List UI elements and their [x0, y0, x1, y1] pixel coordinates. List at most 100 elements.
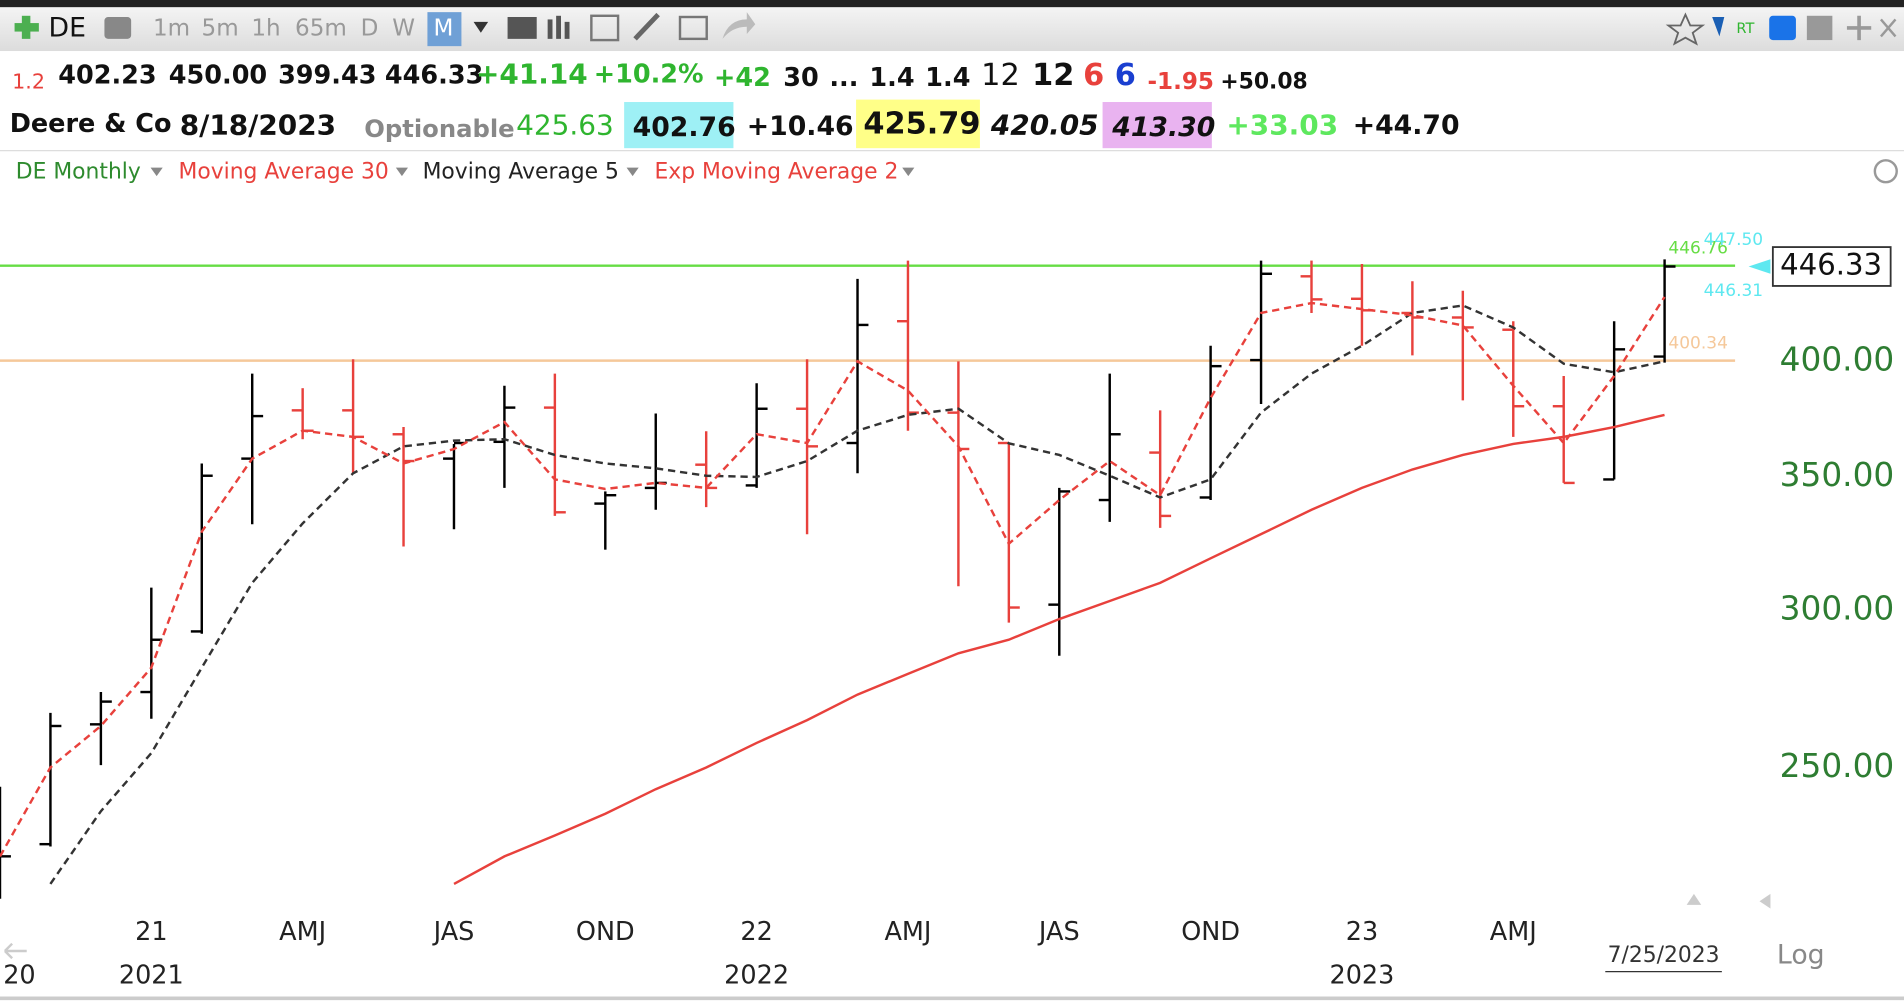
moving-average [49, 304, 1665, 885]
price-label: 446.33 [1780, 248, 1882, 282]
save-icon[interactable] [1806, 15, 1833, 41]
draw-icon[interactable] [633, 12, 660, 41]
x-tick-label: OND [576, 917, 635, 947]
interval[interactable]: M [434, 16, 454, 42]
optionable: Optionable [364, 114, 514, 143]
y-tick-label: 400.00 [1780, 340, 1895, 378]
quote-value: 12 [981, 58, 1020, 93]
print-icon[interactable] [104, 17, 132, 39]
quote-value: 446.33 [385, 61, 483, 91]
active-interval [427, 12, 462, 47]
quote-value: 450.00 [169, 61, 267, 91]
rt-label[interactable]: RT [1736, 20, 1754, 37]
company-name: Deere & Co [10, 109, 172, 139]
highlight [624, 102, 734, 149]
x-tick-label: 21 [135, 917, 167, 947]
quote-date: 8/18/2023 [180, 108, 336, 141]
y-tick-label: 250.00 [1780, 747, 1895, 785]
window-edge [0, 0, 1904, 8]
legend-entry[interactable]: DE Monthly [16, 159, 141, 184]
quote-value: 1.4 [925, 63, 970, 93]
info-value: +33.03 [1226, 108, 1338, 141]
x-tick-label: 22 [740, 917, 772, 947]
table-icon[interactable] [590, 14, 620, 42]
x-tick-label: JAS [432, 917, 475, 947]
x-tick-label: 23 [1346, 917, 1378, 947]
quote-value: +50.08 [1220, 70, 1307, 95]
quote-value: +41.14 [476, 57, 588, 90]
legend-entry[interactable]: Exp Moving Average 2 [655, 159, 899, 184]
interval[interactable]: 65m [295, 16, 347, 42]
cursor-date: 7/25/2023 [1608, 943, 1720, 968]
y-tick-label: 300.00 [1780, 589, 1895, 627]
moving-average [0, 296, 1666, 857]
scroll-arrow[interactable] [1686, 893, 1702, 905]
quote-value: 30 [783, 63, 818, 93]
scroll-left[interactable] [3, 942, 27, 960]
interval[interactable]: D [361, 16, 379, 42]
x-tick-label: JAS [1037, 917, 1080, 947]
moving-average [453, 413, 1665, 886]
marker-label: 446.31 [1704, 281, 1763, 301]
close-icon[interactable] [1880, 18, 1897, 38]
quote-value: 402.23 [58, 61, 156, 91]
x-tick-label: AMJ [884, 917, 931, 947]
x-tick-label: AMJ [1490, 917, 1537, 947]
symbol[interactable]: DE [49, 13, 86, 44]
year-label: 20 [3, 960, 35, 990]
legend-entry[interactable]: Moving Average 5 [423, 159, 619, 184]
y-tick-label: 350.00 [1780, 456, 1895, 494]
quote-value: 6 [1115, 58, 1136, 93]
add-icon[interactable] [14, 15, 39, 39]
x-tick-label: OND [1181, 917, 1240, 947]
dropdown[interactable] [626, 167, 639, 177]
quote-value: 399.43 [278, 61, 376, 91]
interval[interactable]: 5m [202, 16, 239, 42]
x-tick-label: AMJ [279, 917, 326, 947]
legend-entry[interactable]: Moving Average 30 [179, 159, 389, 184]
year-label: 2022 [724, 960, 789, 990]
settings-icon[interactable] [1873, 159, 1898, 184]
year-label: 2023 [1329, 960, 1394, 990]
info-value: 425.79 [863, 107, 980, 142]
quote-value: +42 [714, 63, 771, 93]
dropdown[interactable] [473, 21, 489, 33]
highlight [1102, 102, 1212, 149]
price-arrow [1748, 259, 1771, 274]
quote-row: 1.2 402.23 450.00 399.43 446.33 +41.14 +… [12, 57, 1308, 95]
info-row: Deere & Co 8/18/2023 Optionable 425.63 4… [10, 107, 1460, 144]
toolbar [0, 7, 1904, 52]
info-value: 425.63 [516, 108, 614, 141]
star-icon[interactable] [1665, 12, 1706, 46]
bars-icon[interactable] [547, 15, 570, 39]
interval[interactable]: W [392, 16, 415, 42]
log-button[interactable]: Log [1777, 939, 1825, 970]
info-value: 402.76 [633, 112, 736, 143]
dropdown[interactable] [902, 167, 915, 177]
flag-icon[interactable] [1712, 17, 1725, 37]
info-value: +44.70 [1353, 110, 1460, 141]
year-label: 2021 [119, 960, 184, 990]
quote-value: 1.2 [12, 70, 45, 94]
dropdown[interactable] [150, 167, 163, 177]
move-icon[interactable] [1846, 15, 1872, 41]
chart-style-icon[interactable] [507, 17, 537, 39]
dropdown[interactable] [395, 167, 408, 177]
info-value: 420.05 [990, 108, 1099, 141]
quote-value: 1.4 [869, 63, 914, 93]
quote-value: 12 [1032, 58, 1074, 93]
highlight [856, 99, 980, 149]
marker-label: 447.50 [1704, 230, 1763, 250]
interval[interactable]: 1h [251, 16, 280, 42]
share-icon[interactable] [722, 12, 756, 39]
level-label: 400.34 [1668, 334, 1727, 354]
plot [0, 259, 1736, 899]
price-box [1771, 246, 1892, 287]
note-icon[interactable] [678, 15, 708, 41]
interval[interactable]: 1m [153, 16, 190, 42]
info-value: +10.46 [747, 111, 854, 142]
scroll-arrow[interactable] [1759, 893, 1771, 909]
s-icon[interactable] [1769, 15, 1796, 41]
